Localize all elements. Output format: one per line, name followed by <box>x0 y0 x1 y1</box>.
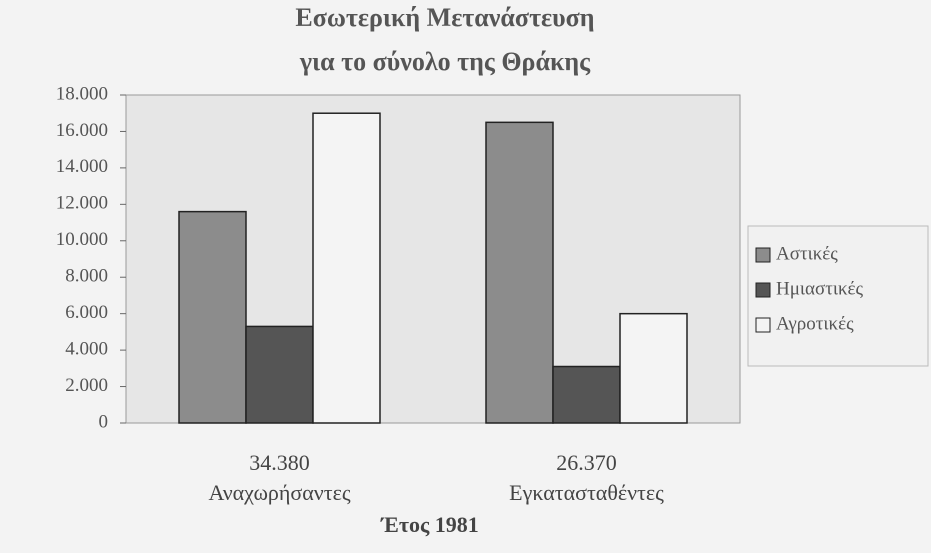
legend-label: Αστικές <box>776 243 838 264</box>
y-tick-label: 10.000 <box>56 229 108 250</box>
bar <box>552 365 621 424</box>
y-tick-label: 18.000 <box>56 83 108 104</box>
bar <box>178 210 247 424</box>
legend-swatch <box>755 247 771 263</box>
y-tick-label: 0 <box>99 411 109 432</box>
bar <box>485 121 554 424</box>
legend-label: Αγροτικές <box>776 313 854 334</box>
y-tick-label: 12.000 <box>56 193 108 214</box>
legend-swatch <box>755 282 771 298</box>
category-total: 26.370 <box>556 450 617 475</box>
y-tick-label: 4.000 <box>65 338 108 359</box>
bar <box>619 312 688 424</box>
y-tick-label: 14.000 <box>56 156 108 177</box>
legend-label: Ημιαστικές <box>776 278 864 299</box>
bar <box>312 112 381 424</box>
x-tick-label: Αναχωρήσαντες <box>208 480 350 505</box>
chart-title: Εσωτερική Μετανάστευση <box>295 3 594 32</box>
x-axis-label: Έτος 1981 <box>380 512 479 537</box>
y-tick-label: 8.000 <box>65 266 108 287</box>
y-tick-label: 16.000 <box>56 120 108 141</box>
legend-swatch <box>755 317 771 333</box>
legend-box <box>747 225 929 367</box>
y-tick-label: 2.000 <box>65 375 108 396</box>
y-tick-label: 6.000 <box>65 302 108 323</box>
category-total: 34.380 <box>249 450 310 475</box>
chart-subtitle: για το σύνολο της Θράκης <box>299 47 591 76</box>
x-tick-label: Εγκατασταθέντες <box>509 480 664 505</box>
bar <box>245 325 314 424</box>
